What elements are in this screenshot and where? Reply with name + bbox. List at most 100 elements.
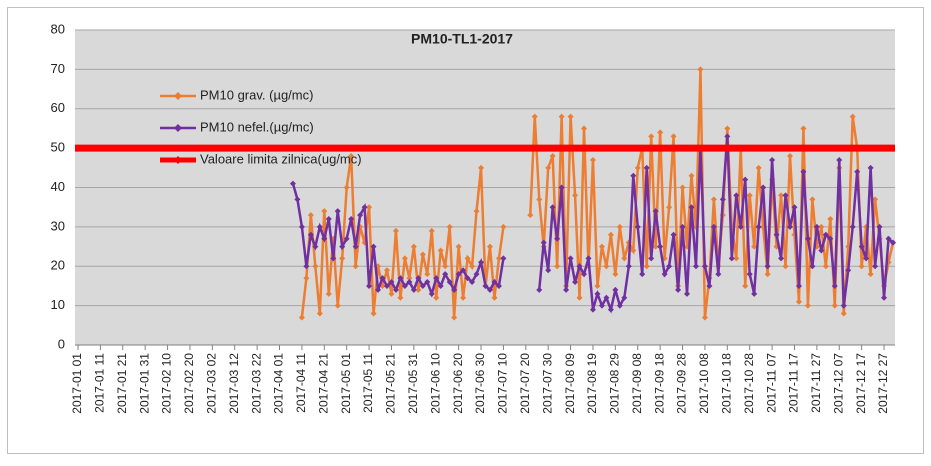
x-tick-label: 2017-10 08 <box>697 353 711 414</box>
data-point <box>572 279 579 285</box>
data-point <box>312 243 319 250</box>
data-point <box>289 180 296 187</box>
x-tick-label: 2017-08 09 <box>563 353 577 414</box>
data-point <box>670 133 677 140</box>
data-point <box>652 243 659 250</box>
data-point <box>804 235 811 242</box>
x-tick-label: 2017-11 27 <box>809 353 823 413</box>
data-point <box>540 239 547 246</box>
data-point <box>469 279 476 285</box>
data-point <box>307 231 314 238</box>
data-point <box>813 223 820 230</box>
data-point <box>486 286 493 293</box>
x-tick-label: 2017-10 28 <box>742 353 756 414</box>
x-tick-label: 2017-03 02 <box>205 353 219 414</box>
data-point <box>630 247 637 254</box>
data-point <box>728 255 735 262</box>
data-point <box>751 243 758 250</box>
data-point <box>742 176 749 183</box>
x-tick-label: 2017-09 18 <box>652 353 666 414</box>
data-point <box>392 286 399 293</box>
data-point <box>751 290 758 297</box>
x-tick-label: 2017-12 07 <box>831 353 845 414</box>
data-point <box>840 310 847 317</box>
data-point <box>330 255 337 262</box>
x-tick-label: 2017-08 29 <box>608 353 622 414</box>
marks <box>75 66 896 321</box>
data-point <box>782 192 789 199</box>
data-point <box>567 113 574 120</box>
data-point <box>643 263 650 270</box>
data-point <box>473 208 480 215</box>
data-point <box>576 263 583 270</box>
x-tick-label: 2017-11 17 <box>787 353 801 413</box>
data-point <box>567 255 574 262</box>
data-point <box>307 212 314 219</box>
data-point <box>858 263 865 270</box>
data-point <box>710 196 717 203</box>
data-point <box>612 286 619 293</box>
data-point <box>594 282 601 289</box>
data-point <box>473 271 480 278</box>
data-point <box>697 66 704 73</box>
data-point <box>397 294 404 301</box>
data-point <box>818 247 825 254</box>
data-point <box>370 310 377 317</box>
data-point <box>670 231 677 238</box>
data-point <box>549 204 556 211</box>
data-point <box>764 271 771 278</box>
data-point <box>433 275 440 282</box>
x-tick-label: 2017-07 20 <box>518 353 532 414</box>
legend-marker <box>174 156 182 164</box>
data-point <box>679 223 686 230</box>
data-point <box>746 271 753 278</box>
x-tick-label: 2017-09 08 <box>630 353 644 414</box>
data-point <box>621 294 628 301</box>
data-point <box>437 282 444 289</box>
data-point <box>554 263 561 270</box>
x-tick-label: 2017-06 20 <box>451 353 465 414</box>
data-point <box>545 267 552 274</box>
data-point <box>316 223 323 230</box>
data-point <box>746 192 753 199</box>
data-point <box>840 302 847 309</box>
data-point <box>415 275 422 282</box>
data-point <box>419 282 426 289</box>
y-tick-label: 10 <box>51 297 65 312</box>
data-point <box>303 263 310 270</box>
y-tick-label: 50 <box>51 140 65 155</box>
data-point <box>616 223 623 230</box>
data-point <box>321 208 328 215</box>
data-point <box>442 271 449 278</box>
data-point <box>778 255 785 262</box>
data-point <box>424 271 431 278</box>
data-point <box>706 282 713 289</box>
data-point <box>482 282 489 289</box>
data-point <box>486 243 493 250</box>
y-tick-label: 60 <box>51 100 65 115</box>
data-point <box>325 216 332 222</box>
data-point <box>446 279 453 285</box>
data-point <box>733 192 740 199</box>
data-point <box>831 302 838 309</box>
data-point <box>370 243 377 250</box>
data-point <box>872 263 879 270</box>
data-point <box>885 235 892 242</box>
data-point <box>809 196 816 203</box>
data-point <box>822 263 829 270</box>
data-point <box>455 243 462 250</box>
data-point <box>527 212 534 219</box>
data-point <box>733 255 740 262</box>
data-point <box>809 263 816 270</box>
data-point <box>339 243 346 250</box>
data-point <box>724 125 731 132</box>
data-point <box>352 243 359 250</box>
data-point <box>549 153 556 159</box>
data-point <box>401 255 408 262</box>
x-tick-label: 2017-03 12 <box>227 353 241 414</box>
data-point <box>701 314 708 321</box>
data-point <box>688 172 695 179</box>
data-point <box>361 204 368 211</box>
x-tick-label: 2017-05 21 <box>384 353 398 414</box>
data-point <box>392 227 399 234</box>
